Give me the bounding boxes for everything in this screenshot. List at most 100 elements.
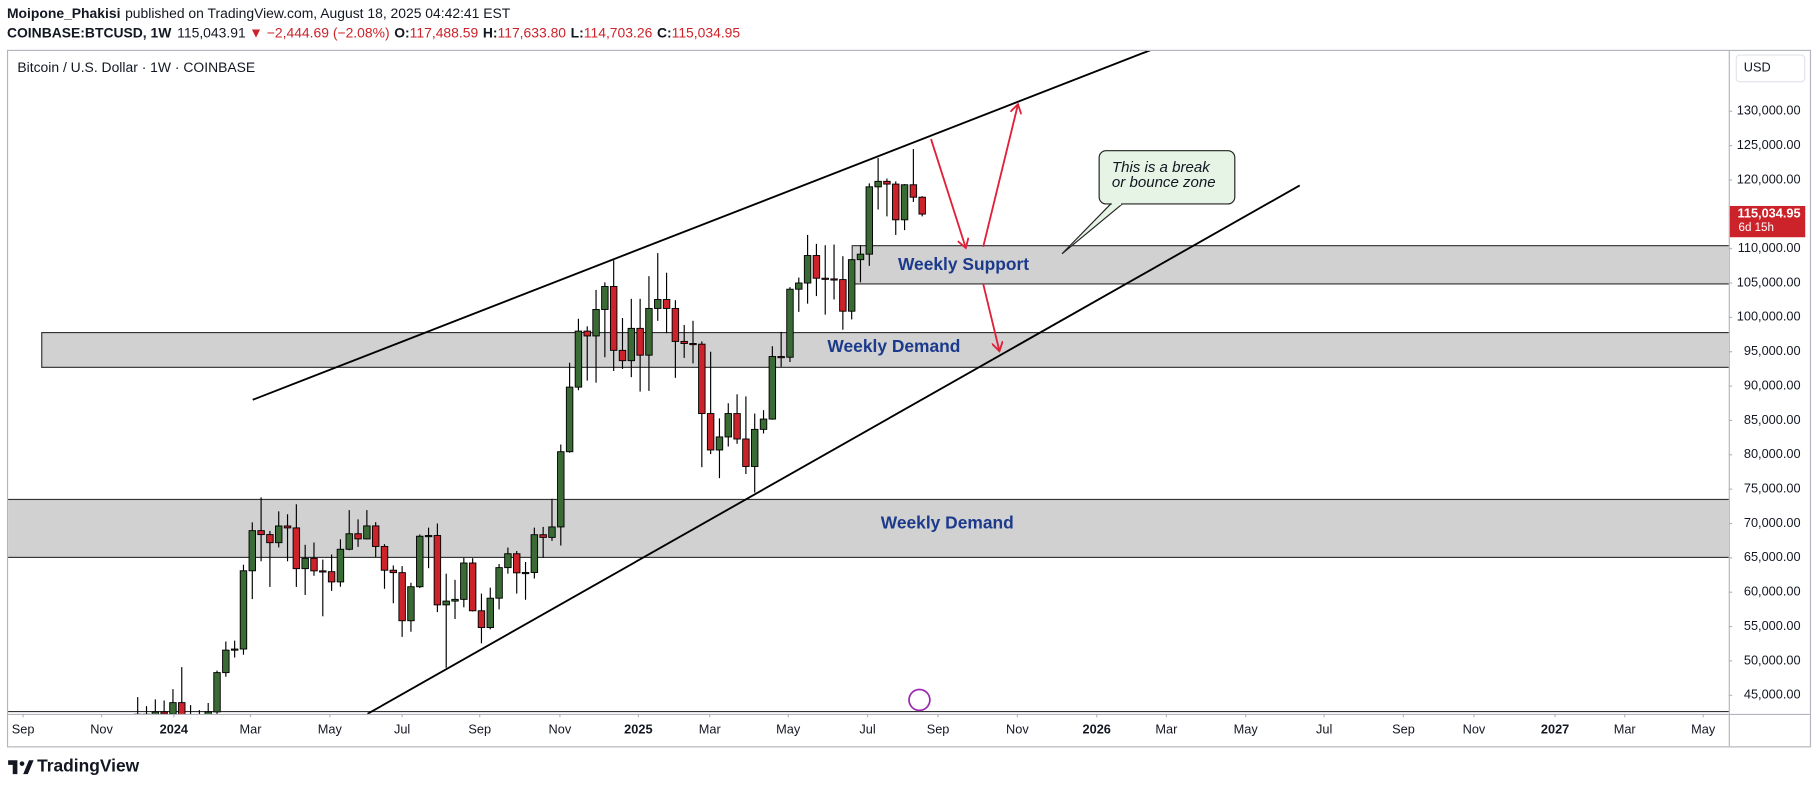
candle-body [795,282,803,290]
candle-body [151,711,160,714]
candle-body [742,438,750,467]
candle-body [521,572,530,575]
currency: USD [1744,60,1771,75]
x-tick-label: 2024 [160,721,189,736]
candle-body [539,534,547,538]
candle-body [759,418,768,430]
x-tick-label: Sep [12,721,35,736]
x-tick-label: Nov [549,721,572,736]
candle-body [574,330,583,388]
candle-body [892,183,900,221]
candle-body [504,553,512,569]
candle-body [706,413,715,451]
candle-body [354,533,362,540]
logo-mark [19,761,25,766]
candle-body [371,525,380,547]
currency-box[interactable] [1735,54,1806,83]
candle-body [698,343,706,415]
x-tick-label: Mar [1614,721,1637,736]
candle-body [486,597,494,628]
candle-body [513,553,521,574]
x-tick-label: Nov [1006,721,1029,736]
header-line-2: COINBASE:BTCUSD, 1W 115,043.91 ▼ −2,444.69… [7,24,740,40]
candle-body [751,428,759,467]
y-tick-label: 50,000.00 [1744,652,1801,667]
zone-label: Weekly Demand [827,336,960,356]
x-tick-label: Sep [1392,721,1415,736]
y-tick-label: 80,000.00 [1744,446,1801,461]
y-tick-label: 55,000.00 [1744,618,1801,633]
x-tick-label: Mar [1155,721,1178,736]
candle-body [865,186,874,255]
x-tick-label: May [318,721,343,736]
candle-body [918,196,926,215]
logo-mark [8,760,18,775]
x-tick-label: Jul [859,721,875,736]
candle-body [310,557,318,572]
candle-body [495,567,503,599]
x-tick-label: Sep [468,721,491,736]
x-tick-label: 2025 [624,721,652,736]
c-value: 115,034.95 [672,24,741,40]
candle-body [609,285,618,351]
candle-body [874,180,882,188]
callout-text: This is a break [1112,159,1211,176]
x-tick-label: Sep [927,721,950,736]
candle-body [557,451,565,528]
change: ▼ −2,444.69 (−2.08%) [249,24,389,40]
candle-body [636,327,644,356]
x-tick-label: May [1234,721,1259,736]
c-label: C: [657,24,672,40]
y-tick-label: 120,000.00 [1737,171,1801,186]
y-tick-label: 100,000.00 [1737,309,1801,324]
zone-label: Weekly Demand [881,512,1014,532]
candle-body [239,570,248,650]
candle-body [777,356,785,359]
watermark-icon [908,688,931,712]
candle-body [812,255,821,279]
x-tick-label: Nov [90,721,113,736]
symbol: COINBASE:BTCUSD, 1W [7,24,172,40]
candle-body [416,535,424,588]
candle-body [530,534,539,573]
candle-body [645,307,653,356]
candle-body [680,340,688,344]
countdown: 6d 15h [1739,222,1774,234]
published: published on TradingView.com, August 18,… [125,5,511,21]
support-zone [851,245,1729,285]
candle-body [856,253,865,261]
o-label: O: [394,24,409,40]
y-tick-label: 70,000.00 [1744,515,1801,530]
candle-body [222,649,230,674]
candle-body [618,349,627,362]
x-tick-label: Nov [1463,721,1486,736]
candle-body [689,343,697,346]
candle-body [900,184,909,221]
demand-zone [41,332,1729,368]
candle-body [733,413,741,440]
drawings [252,50,1301,714]
candle-body [407,586,415,622]
candle-body [803,255,812,284]
candle-body [230,648,239,651]
candle-body [204,711,212,714]
candle-body [178,702,186,714]
x-tick-label: Mar [240,721,263,736]
candle-body [442,600,450,606]
candle-body [468,562,477,612]
candle-body [327,571,336,583]
x-tick-label: Jul [394,721,410,736]
callout-tail [1061,203,1123,255]
x-tick-label: Mar [699,721,722,736]
candle-body [301,557,309,570]
candle-body [583,330,591,337]
y-tick-label: 95,000.00 [1744,343,1801,358]
x-tick-label: 2026 [1083,721,1111,736]
candle-body [768,356,777,420]
y-tick-label: 130,000.00 [1737,103,1801,118]
x-tick-label: 2027 [1541,721,1569,736]
header-line-1: Moipone_Phakisi published on TradingView.… [7,5,511,21]
price-label-box [1729,205,1806,238]
